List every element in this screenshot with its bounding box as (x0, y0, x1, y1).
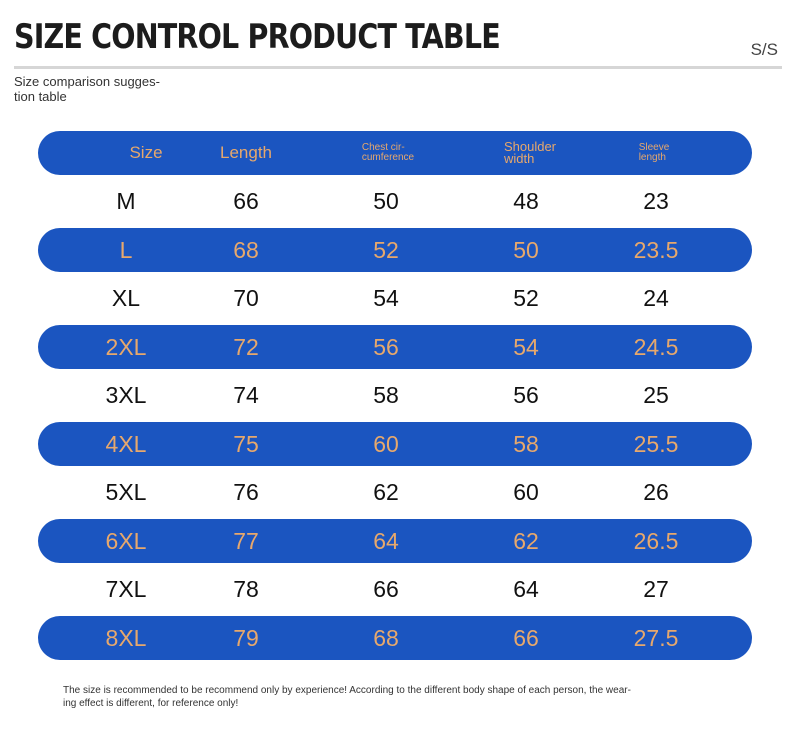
value-cell: 68 (373, 624, 399, 651)
value-cell: 70 (233, 284, 259, 311)
size-cell: XL (111, 284, 141, 311)
value-cell: 56 (513, 381, 539, 408)
table-row: 7XL 78 66 64 27 (38, 567, 752, 611)
column-header: Chest cir-cumference (361, 142, 415, 163)
table-row: XL 70 54 52 24 (38, 276, 752, 320)
table-row: 3XL 74 58 56 25 (38, 373, 752, 417)
value-cell: 52 (373, 236, 399, 263)
value-cell: 72 (233, 333, 259, 360)
size-cell: 8XL (105, 624, 147, 651)
value-cell: 23 (643, 187, 669, 214)
value-cell: 27.5 (633, 624, 679, 651)
value-cell: 66 (513, 624, 539, 651)
column-header: Size (129, 143, 163, 162)
subtitle: Size comparison sugges-tion table (14, 74, 160, 104)
value-cell: 74 (233, 381, 259, 408)
value-cell: 58 (373, 381, 399, 408)
value-cell: 24 (643, 284, 669, 311)
page-title: SIZE CONTROL PRODUCT TABLE (14, 17, 501, 57)
table-row: M 66 50 48 23 (38, 179, 752, 223)
value-cell: 60 (373, 430, 399, 457)
column-header: Shoulder width (503, 139, 557, 166)
table-row: 2XL 72 56 54 24.5 (38, 325, 752, 369)
size-cell: 4XL (105, 430, 147, 457)
value-cell: 64 (513, 575, 539, 602)
table-row: 6XL 77 64 62 26.5 (38, 519, 752, 563)
value-cell: 26.5 (633, 527, 679, 554)
value-cell: 54 (513, 333, 539, 360)
value-cell: 62 (373, 478, 399, 505)
value-cell: 64 (373, 527, 399, 554)
value-cell: 79 (233, 624, 259, 651)
value-cell: 66 (233, 187, 259, 214)
value-cell: 77 (233, 527, 259, 554)
value-cell: 50 (513, 236, 539, 263)
value-cell: 24.5 (633, 333, 679, 360)
value-cell: 66 (373, 575, 399, 602)
value-cell: 75 (233, 430, 259, 457)
value-cell: 52 (513, 284, 539, 311)
value-cell: 54 (373, 284, 399, 311)
value-cell: 25.5 (633, 430, 679, 457)
size-cell: 2XL (105, 333, 147, 360)
value-cell: 50 (373, 187, 399, 214)
season-code: S/S (750, 40, 778, 59)
table-row: 8XL 79 68 66 27.5 (38, 616, 752, 660)
value-cell: 62 (513, 527, 539, 554)
value-cell: 27 (643, 575, 669, 602)
size-cell: 7XL (105, 575, 147, 602)
table-header: Size Length Chest cir-cumference Shoulder wi… (38, 131, 752, 175)
value-cell: 58 (513, 430, 539, 457)
value-cell: 25 (643, 381, 669, 408)
value-cell: 56 (373, 333, 399, 360)
size-cell: 5XL (105, 478, 147, 505)
title-divider (14, 66, 782, 69)
column-header: Length (220, 143, 272, 162)
value-cell: 78 (233, 575, 259, 602)
value-cell: 26 (643, 478, 669, 505)
column-header: Sleeve length (638, 142, 670, 163)
value-cell: 48 (513, 187, 539, 214)
size-cell: M (116, 187, 136, 214)
size-cell: L (119, 236, 133, 263)
size-cell: 6XL (105, 527, 147, 554)
table-row: L 68 52 50 23.5 (38, 228, 752, 272)
size-cell: 3XL (105, 381, 147, 408)
footer-note: The size is recommended to be recommend … (63, 685, 631, 709)
value-cell: 76 (233, 478, 259, 505)
table-row: 5XL 76 62 60 26 (38, 470, 752, 514)
value-cell: 60 (513, 478, 539, 505)
value-cell: 68 (233, 236, 259, 263)
value-cell: 23.5 (633, 236, 679, 263)
table-row: 4XL 75 60 58 25.5 (38, 422, 752, 466)
